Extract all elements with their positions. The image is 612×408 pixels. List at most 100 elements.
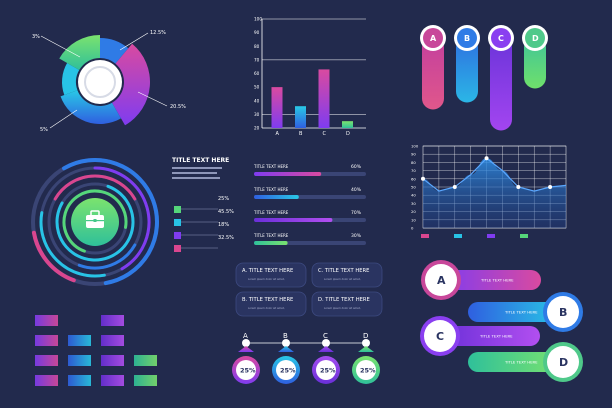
area-y-tick-label: 40 xyxy=(411,193,416,198)
color-block xyxy=(101,375,124,386)
letter-pills: A B C D xyxy=(420,25,548,131)
pin-value: 25% xyxy=(320,367,336,375)
bar-x-tick-label: D xyxy=(346,131,350,137)
progress-value: 60% xyxy=(351,164,362,170)
progress-label: TITLE TEXT HERE xyxy=(253,210,289,215)
area-legend-swatch xyxy=(454,234,462,238)
pin-tip xyxy=(318,346,334,352)
color-block xyxy=(101,315,124,326)
title-panel xyxy=(235,262,307,288)
area-chart-points xyxy=(421,156,553,189)
color-block xyxy=(35,355,58,366)
area-chart-legend xyxy=(421,234,528,238)
area-point xyxy=(484,156,489,161)
color-block xyxy=(68,375,91,386)
ring-arc xyxy=(53,174,137,201)
ring-legend-swatch xyxy=(174,206,181,213)
area-y-tick-label: 30 xyxy=(411,201,416,206)
title-panel-title: B. TITLE TEXT HERE xyxy=(242,297,293,303)
pill-bar-a xyxy=(422,36,444,110)
badge-circle xyxy=(547,346,579,378)
donut-slice xyxy=(60,90,121,124)
ring-legend-value: 25% xyxy=(218,196,229,202)
badge-text: TITLE TEXT HERE xyxy=(504,360,538,365)
badge-letter: B xyxy=(559,306,567,319)
donut-chart: 3% 12.5% 20.5% 5% xyxy=(32,30,186,133)
title-panel-sub: Lorem ipsum dolor sit amet, xyxy=(324,306,361,310)
donut-label-1: 3% xyxy=(32,34,40,40)
ring-body-line-3 xyxy=(172,177,220,179)
badge-circle xyxy=(547,296,579,328)
ring-legend-swatch xyxy=(174,219,181,226)
pin-tip xyxy=(358,346,374,352)
area-y-tick-label: 10 xyxy=(411,217,416,222)
area-y-tick-label: 70 xyxy=(411,168,416,173)
concentric-rings xyxy=(31,158,159,286)
bar-chart: 20 30 40 50 60 70 80 90 100 A B C D xyxy=(254,17,366,137)
pin-dot xyxy=(242,339,250,347)
pin-dot xyxy=(322,339,330,347)
area-chart-fill xyxy=(423,158,566,228)
area-legend-swatch xyxy=(487,234,495,238)
title-panel xyxy=(311,291,383,317)
badge-bar xyxy=(468,302,563,322)
pin-letter: A xyxy=(243,332,248,340)
donut-slice xyxy=(100,38,129,64)
color-block xyxy=(68,335,91,346)
pill-letter: D xyxy=(532,34,539,43)
color-block xyxy=(101,355,124,366)
area-point xyxy=(452,185,457,189)
bar-c xyxy=(318,69,330,128)
badge-text: TITLE TEXT HERE xyxy=(504,310,538,315)
ring-legend-items: 25% 45.5% 18% 32.5% xyxy=(174,196,234,252)
area-y-tick-label: 60 xyxy=(411,176,416,181)
color-block xyxy=(35,335,58,346)
title-panels: A. TITLE TEXT HERE Lorem ipsum dolor sit … xyxy=(235,262,383,317)
area-legend-swatch xyxy=(520,234,528,238)
ring-body-line-2 xyxy=(172,172,217,174)
color-block xyxy=(35,375,58,386)
pin-inner xyxy=(316,360,336,380)
donut-slice xyxy=(112,43,150,126)
ring-arcs xyxy=(31,158,159,286)
title-panel-title: A. TITLE TEXT HERE xyxy=(242,268,293,274)
bar-y-tick-label: 70 xyxy=(254,57,260,62)
bar-d xyxy=(342,121,353,128)
donut-leader-3 xyxy=(137,91,168,107)
ring-arc xyxy=(62,189,128,253)
ring-arc xyxy=(39,211,106,278)
pill-circle xyxy=(423,28,443,48)
progress-label: TITLE TEXT HERE xyxy=(253,187,289,192)
ring-title: TITLE TEXT HERE xyxy=(172,157,229,164)
badge-letter: C xyxy=(436,330,444,343)
area-y-tick-label: 80 xyxy=(411,160,416,165)
title-panel-sub: Lorem ipsum dolor sit amet, xyxy=(324,277,361,281)
progress-fill xyxy=(254,195,299,199)
bar-x-tick-label: B xyxy=(299,131,303,137)
pin-tip xyxy=(238,346,254,352)
bar-y-tick-label: 20 xyxy=(254,126,260,131)
pin-letter: B xyxy=(283,332,288,340)
bar-chart-bars xyxy=(271,69,353,128)
donut-leader-2 xyxy=(119,32,149,51)
pill-bar-b xyxy=(456,36,478,103)
area-y-tick-label: 90 xyxy=(411,152,416,157)
ring-arc xyxy=(31,230,76,283)
pill-circle xyxy=(491,28,511,48)
pin-value: 25% xyxy=(280,367,296,375)
ring-arc xyxy=(77,243,137,270)
donut-slice xyxy=(59,35,100,70)
pin-value: 25% xyxy=(360,367,376,375)
bar-x-tick-label: C xyxy=(323,131,327,137)
color-block xyxy=(35,315,58,326)
area-legend-swatch xyxy=(421,234,429,238)
pill-letter: B xyxy=(464,34,470,43)
ring-legend-value: 32.5% xyxy=(218,235,234,241)
color-block xyxy=(134,355,157,366)
donut-leader-4 xyxy=(49,109,78,129)
area-y-tick-label: 50 xyxy=(411,185,416,190)
pill-bar-c xyxy=(490,36,512,131)
donut-leader-1 xyxy=(40,35,81,58)
pin-letter: D xyxy=(363,332,368,340)
